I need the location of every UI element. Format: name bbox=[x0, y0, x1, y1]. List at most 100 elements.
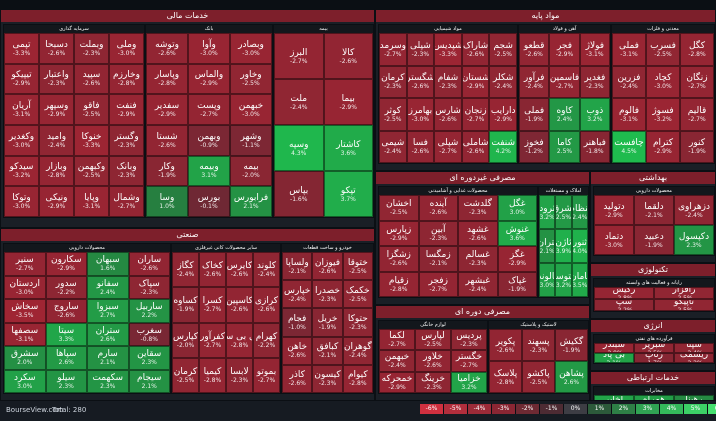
industry-title[interactable]: بانک bbox=[146, 25, 272, 33]
stock-tile[interactable]: کچاد -3.0% bbox=[646, 65, 680, 98]
stock-tile[interactable]: بیما -2.9% bbox=[323, 79, 373, 125]
stock-tile[interactable]: وملی -3.0% bbox=[109, 33, 144, 64]
stock-tile[interactable]: بی پاد 3.1% bbox=[594, 353, 634, 363]
stock-tile[interactable]: کلوند -2.4% bbox=[253, 252, 280, 288]
stock-tile[interactable]: کساوه -1.9% bbox=[172, 287, 199, 323]
stock-tile[interactable]: کخاک -2.6% bbox=[199, 252, 226, 288]
stock-tile[interactable]: چافست 4.5% bbox=[612, 130, 646, 163]
stock-tile[interactable]: وتوکا -3.0% bbox=[4, 186, 39, 217]
stock-tile[interactable]: خزامیا 3.2% bbox=[451, 371, 487, 393]
stock-tile[interactable]: وشمال -2.7% bbox=[109, 186, 144, 217]
stock-tile[interactable]: سبهان 1.6% bbox=[87, 252, 129, 276]
industry-title[interactable]: مخابرات bbox=[594, 387, 714, 395]
stock-tile[interactable]: آینده -2.6% bbox=[418, 195, 458, 221]
stock-tile[interactable]: شستان -2.9% bbox=[461, 65, 490, 98]
industry-title[interactable]: محصولات دارویی bbox=[4, 244, 170, 252]
stock-tile[interactable]: ثتوسا3.2% bbox=[555, 263, 572, 297]
stock-tile[interactable]: سپ -2.2% bbox=[594, 299, 654, 311]
stock-tile[interactable]: بپاس -1.6% bbox=[274, 171, 324, 217]
stock-tile[interactable]: زنگان -2.7% bbox=[680, 65, 714, 98]
stock-tile[interactable]: سکارون -2.9% bbox=[45, 252, 87, 276]
stock-tile[interactable]: دکپسول 2.3% bbox=[674, 225, 714, 255]
stock-tile[interactable]: بموتو -2.7% bbox=[253, 357, 280, 393]
stock-tile[interactable]: وخاور -2.5% bbox=[230, 63, 272, 95]
stock-tile[interactable]: شپلی -2.3% bbox=[406, 33, 435, 66]
stock-tile[interactable]: سبزوا 2.7% bbox=[87, 299, 129, 323]
stock-tile[interactable]: فرابورس 2.1% bbox=[230, 186, 272, 217]
stock-tile[interactable]: وسپهر -2.9% bbox=[39, 94, 74, 125]
stock-tile[interactable]: خبهمن -2.4% bbox=[379, 350, 415, 372]
stock-tile[interactable]: کی بی سی-2.8% bbox=[226, 322, 253, 358]
stock-tile[interactable]: گکیش -1.9% bbox=[555, 329, 588, 361]
stock-tile[interactable]: گوهران -2.4% bbox=[342, 336, 373, 365]
stock-tile[interactable]: تپکو 3.7% bbox=[323, 171, 373, 217]
sector-title[interactable]: انرژی bbox=[591, 320, 715, 332]
stock-tile[interactable]: وکبهمن -2.5% bbox=[74, 155, 109, 187]
stock-tile[interactable]: وگستر -2.3% bbox=[109, 124, 144, 156]
stock-tile[interactable]: والماس -2.9% bbox=[188, 63, 230, 95]
stock-tile[interactable]: رهپنا1.6% bbox=[674, 395, 714, 400]
stock-tile[interactable]: شارس -2.6% bbox=[434, 98, 462, 131]
sector-title[interactable]: مصرفی دوره ای bbox=[376, 306, 589, 318]
stock-tile[interactable]: کالا -2.6% bbox=[323, 33, 373, 79]
stock-tile[interactable]: شستا -2.6% bbox=[146, 124, 188, 156]
stock-tile[interactable]: وخارزم -2.8% bbox=[109, 63, 144, 95]
industry-title[interactable]: سرمایه گذاری bbox=[4, 25, 144, 33]
stock-tile[interactable]: خنوکا -3.3% bbox=[74, 124, 109, 156]
stock-tile[interactable]: وسا 1.0% bbox=[146, 186, 188, 217]
stock-tile[interactable]: دزهراوی -2.4% bbox=[674, 195, 714, 225]
industry-title[interactable]: آهن و فولاد bbox=[519, 25, 610, 33]
stock-tile[interactable]: پلاسک -2.8% bbox=[489, 361, 522, 393]
stock-tile[interactable]: بیمه -2.0% bbox=[230, 155, 272, 187]
stock-tile[interactable]: فملی -3.1% bbox=[612, 33, 646, 66]
stock-tile[interactable]: وآوا -3.0% bbox=[188, 33, 230, 64]
stock-tile[interactable]: وسرمد -2.7% bbox=[379, 33, 407, 66]
stock-tile[interactable]: خپارس -2.4% bbox=[282, 280, 313, 309]
sector-title[interactable]: مصرفی غیردوره ای bbox=[376, 172, 589, 184]
stock-tile[interactable]: حتوکا -2.3% bbox=[342, 308, 373, 337]
stock-tile[interactable]: فغدیر -2.3% bbox=[579, 65, 610, 98]
stock-tile[interactable]: خلاور -2.6% bbox=[415, 350, 451, 372]
stock-tile[interactable]: همراه2.8% bbox=[634, 395, 674, 400]
stock-tile[interactable]: فجر -2.9% bbox=[549, 33, 580, 66]
stock-tile[interactable]: سارم 2.1% bbox=[87, 346, 129, 370]
stock-tile[interactable]: فاقو -2.5% bbox=[74, 94, 109, 125]
stock-tile[interactable]: شبریز -2.5% bbox=[634, 343, 674, 353]
stock-tile[interactable]: دلقما -2.1% bbox=[634, 195, 674, 225]
stock-tile[interactable]: ثالوند3.0% bbox=[539, 263, 556, 297]
stock-tile[interactable]: زمگسا -2.1% bbox=[418, 246, 458, 272]
stock-tile[interactable]: سپاک -2.3% bbox=[128, 275, 170, 299]
stock-tile[interactable]: خکمک -2.5% bbox=[342, 280, 373, 309]
stock-tile[interactable]: فنفت -2.9% bbox=[109, 94, 144, 125]
stock-tile[interactable]: تیپیکو -2.9% bbox=[4, 63, 39, 95]
stock-tile[interactable]: ثامان3.5% bbox=[571, 263, 588, 297]
stock-tile[interactable]: وبانک -2.3% bbox=[109, 155, 144, 187]
stock-tile[interactable]: کایرس -2.6% bbox=[226, 252, 253, 288]
stock-tile[interactable]: کترام -2.9% bbox=[646, 130, 680, 163]
stock-tile[interactable]: کفرآور -2.7% bbox=[199, 322, 226, 358]
stock-tile[interactable]: لابسا -2.3% bbox=[226, 357, 253, 393]
stock-tile[interactable]: وپایا -3.1% bbox=[74, 186, 109, 217]
stock-tile[interactable]: شبندر -2.9% bbox=[594, 343, 634, 353]
stock-tile[interactable]: کاوه 2.4% bbox=[549, 98, 580, 131]
stock-tile[interactable]: کپارس -2.0% bbox=[172, 322, 199, 358]
stock-tile[interactable]: سقاین 2.3% bbox=[128, 346, 170, 370]
stock-tile[interactable]: آریان -3.1% bbox=[4, 94, 39, 125]
stock-tile[interactable]: ساروج -2.6% bbox=[45, 299, 87, 323]
stock-tile[interactable]: پسهند -2.3% bbox=[522, 329, 555, 361]
stock-tile[interactable]: دعبید -1.9% bbox=[634, 225, 674, 255]
industry-title[interactable]: مواد شیمیایی bbox=[379, 25, 517, 33]
stock-tile[interactable]: لکما -2.7% bbox=[379, 329, 415, 351]
stock-tile[interactable]: ذوب 3.2% bbox=[579, 98, 610, 131]
stock-tile[interactable]: سغرب -0.8% bbox=[128, 322, 170, 346]
stock-tile[interactable]: تپمی -3.3% bbox=[4, 33, 39, 64]
stock-tile[interactable]: وکغدیر -3.0% bbox=[4, 124, 39, 156]
stock-tile[interactable]: کهرام -2.2% bbox=[253, 322, 280, 358]
stock-tile[interactable]: ونیکی -2.9% bbox=[39, 186, 74, 217]
sector-title[interactable]: تکنولوژی bbox=[591, 264, 715, 276]
stock-tile[interactable]: زنجان -2.7% bbox=[461, 98, 490, 131]
sector-title[interactable]: خدمات مالی bbox=[1, 10, 374, 22]
stock-tile[interactable]: فباهنر -1.8% bbox=[579, 130, 610, 163]
stock-tile[interactable]: فزرین -2.4% bbox=[612, 65, 646, 98]
sector-title[interactable]: خدمات ارتباطی bbox=[591, 372, 715, 384]
